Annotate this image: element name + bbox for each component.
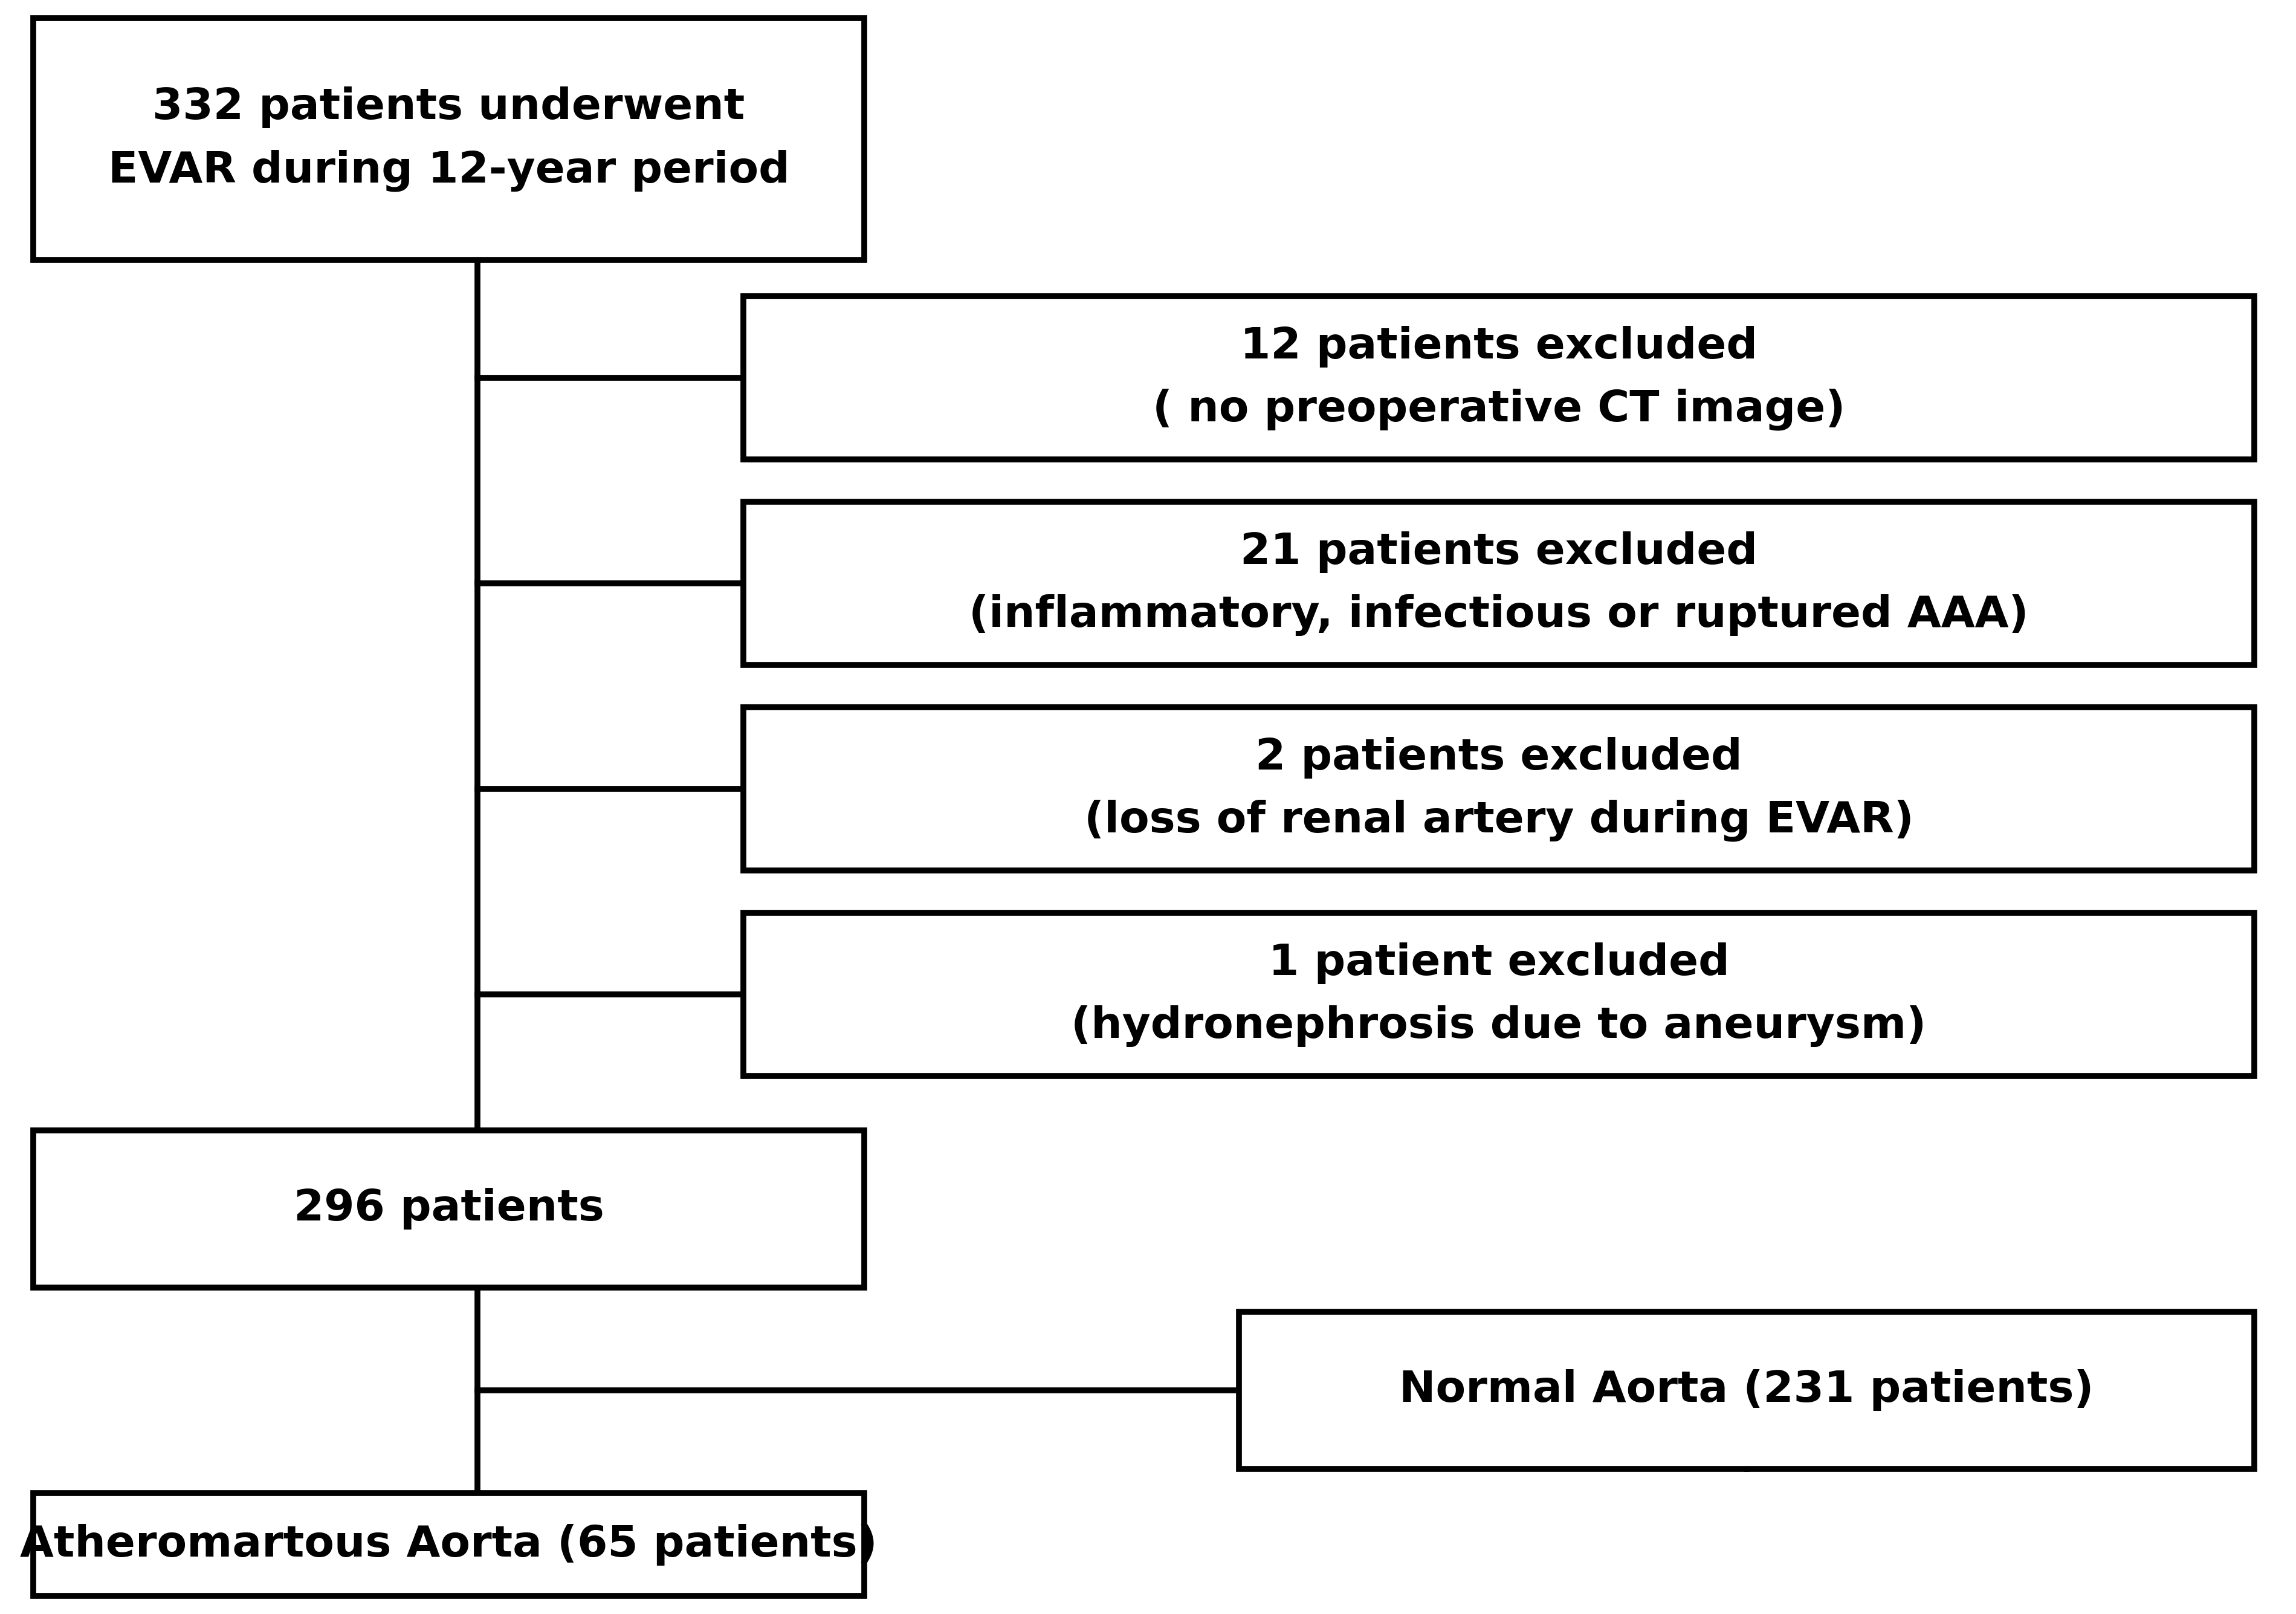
Text: 2 patients excluded: 2 patients excluded [1256, 736, 1743, 778]
Text: (hydronephrosis due to aneurysm): (hydronephrosis due to aneurysm) [1072, 1006, 1926, 1047]
Bar [32, 1493, 863, 1596]
Text: EVAR during 12-year period: EVAR during 12-year period [108, 150, 790, 192]
Bar [1240, 1312, 2255, 1469]
Bar [744, 297, 2255, 460]
Bar [744, 707, 2255, 870]
Text: 332 patients underwent: 332 patients underwent [152, 87, 744, 129]
Text: (loss of renal artery during EVAR): (loss of renal artery during EVAR) [1084, 799, 1913, 841]
Text: (inflammatory, infectious or ruptured AAA): (inflammatory, infectious or ruptured AA… [969, 594, 2030, 636]
Text: ( no preoperative CT image): ( no preoperative CT image) [1153, 389, 1846, 431]
Bar [744, 914, 2255, 1077]
Text: 1 patient excluded: 1 patient excluded [1267, 943, 1729, 985]
Text: Atheromartous Aorta (65 patients): Atheromartous Aorta (65 patients) [21, 1524, 877, 1566]
Bar [32, 18, 863, 260]
Bar [32, 1130, 863, 1288]
Text: 296 patients: 296 patients [294, 1188, 604, 1230]
Text: 21 patients excluded: 21 patients excluded [1240, 531, 1756, 573]
Text: 12 patients excluded: 12 patients excluded [1240, 326, 1756, 368]
Bar [744, 502, 2255, 665]
Text: Normal Aorta (231 patients): Normal Aorta (231 patients) [1398, 1370, 2094, 1411]
